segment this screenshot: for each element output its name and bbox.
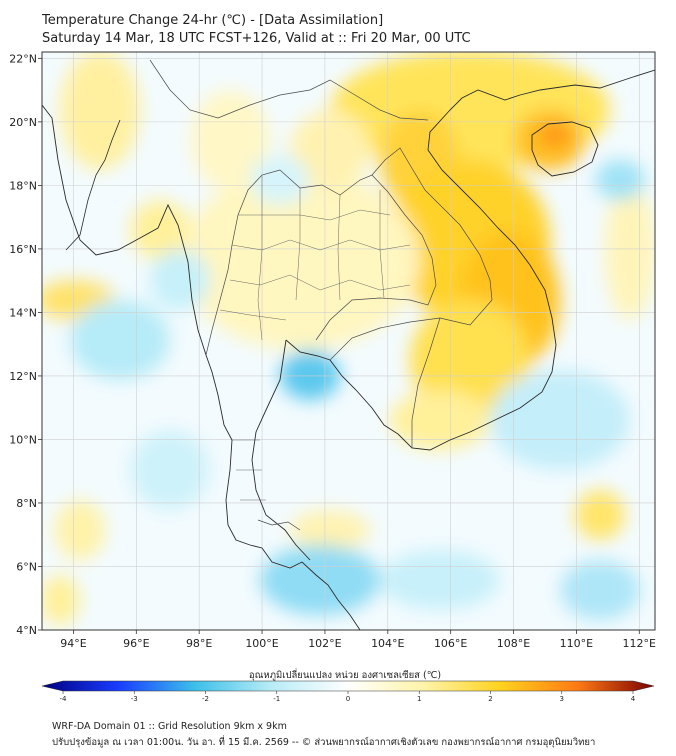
temperature-field [42,52,655,630]
lat-tick-label: 18°N [9,179,37,192]
lat-tick-label: 14°N [9,306,37,319]
lon-tick-label: 112°E [623,637,656,650]
lat-tick-label: 6°N [16,560,37,573]
colorbar-tick-label: 2 [488,695,492,703]
coastline-gulf-west [251,339,311,561]
lat-tick-label: 4°N [16,624,37,637]
colorbar-tick-label: 4 [631,695,636,703]
colorbar-tick-label: -3 [131,695,138,703]
colorbar-tick-label: -4 [60,695,68,703]
lon-tick-label: 106°E [434,637,467,650]
lat-tick-label: 8°N [16,497,37,510]
border-cambodia [329,299,493,448]
province-lines [219,175,411,501]
map-lines [42,59,655,630]
lon-tick-label: 102°E [308,637,341,650]
latitude-axis: 4°N 6°N 8°N 10°N 12°N 14°N 16°N 18°N 20°N 22°N [9,52,42,637]
lon-tick-label: 96°E [123,637,149,650]
lat-tick-label: 22°N [9,52,37,65]
lat-tick-label: 12°N [9,370,37,383]
footer-update-info: ปรับปรุงข้อมูล ณ เวลา 01:00น. วัน อา. ที… [52,737,596,748]
coastline-myanmar-west [65,119,121,251]
longitude-axis: 94°E 96°E 98°E 100°E 102°E 104°E 106°E 108°E 110… [60,630,656,650]
coastline-gulf-north [285,339,399,435]
footer-model-info: WRF-DA Domain 01 :: Grid Resolution 9km … [52,721,287,732]
title-line-1: Temperature Change 24-hr (℃) - [Data Ass… [42,13,384,28]
colorbar [41,680,655,692]
colorbar-tick-label: -2 [202,695,209,703]
coastline-hainan [531,121,599,177]
colorbar-tick-label: 0 [346,695,350,703]
border-thailand-laos [279,169,437,341]
colorbar-tick-label: 3 [560,695,564,703]
map-frame [41,51,656,631]
coastline-vietnam [397,69,655,451]
lon-tick-label: 110°E [560,637,593,650]
colorbar-tick-label: 1 [417,695,421,703]
lon-tick-label: 100°E [245,637,278,650]
lon-tick-label: 108°E [497,637,530,650]
lon-tick-label: 94°E [60,637,86,650]
border-china [149,59,429,121]
title-line-2: Saturday 14 Mar, 18 UTC FCST+126, Valid … [42,31,471,46]
graticule [42,52,655,630]
map-title: Temperature Change 24-hr (℃) - [Data Ass… [42,12,471,48]
border-laos-vietnam [371,147,493,301]
colorbar-label: อุณหภูมิเปลี่ยนแปลง หน่วย องศาเซลเซียส (… [249,668,441,681]
lon-tick-label: 104°E [371,637,404,650]
colorbar-ticks: -4 -3 -2 -1 0 1 2 3 4 [60,691,636,703]
lat-tick-label: 20°N [9,116,37,129]
colorbar-tick-label: -1 [273,695,280,703]
lat-tick-label: 10°N [9,433,37,446]
lon-tick-label: 98°E [186,637,212,650]
coastline-mainland [42,104,361,630]
border-malaysia [257,519,301,531]
lat-tick-label: 16°N [9,243,37,256]
